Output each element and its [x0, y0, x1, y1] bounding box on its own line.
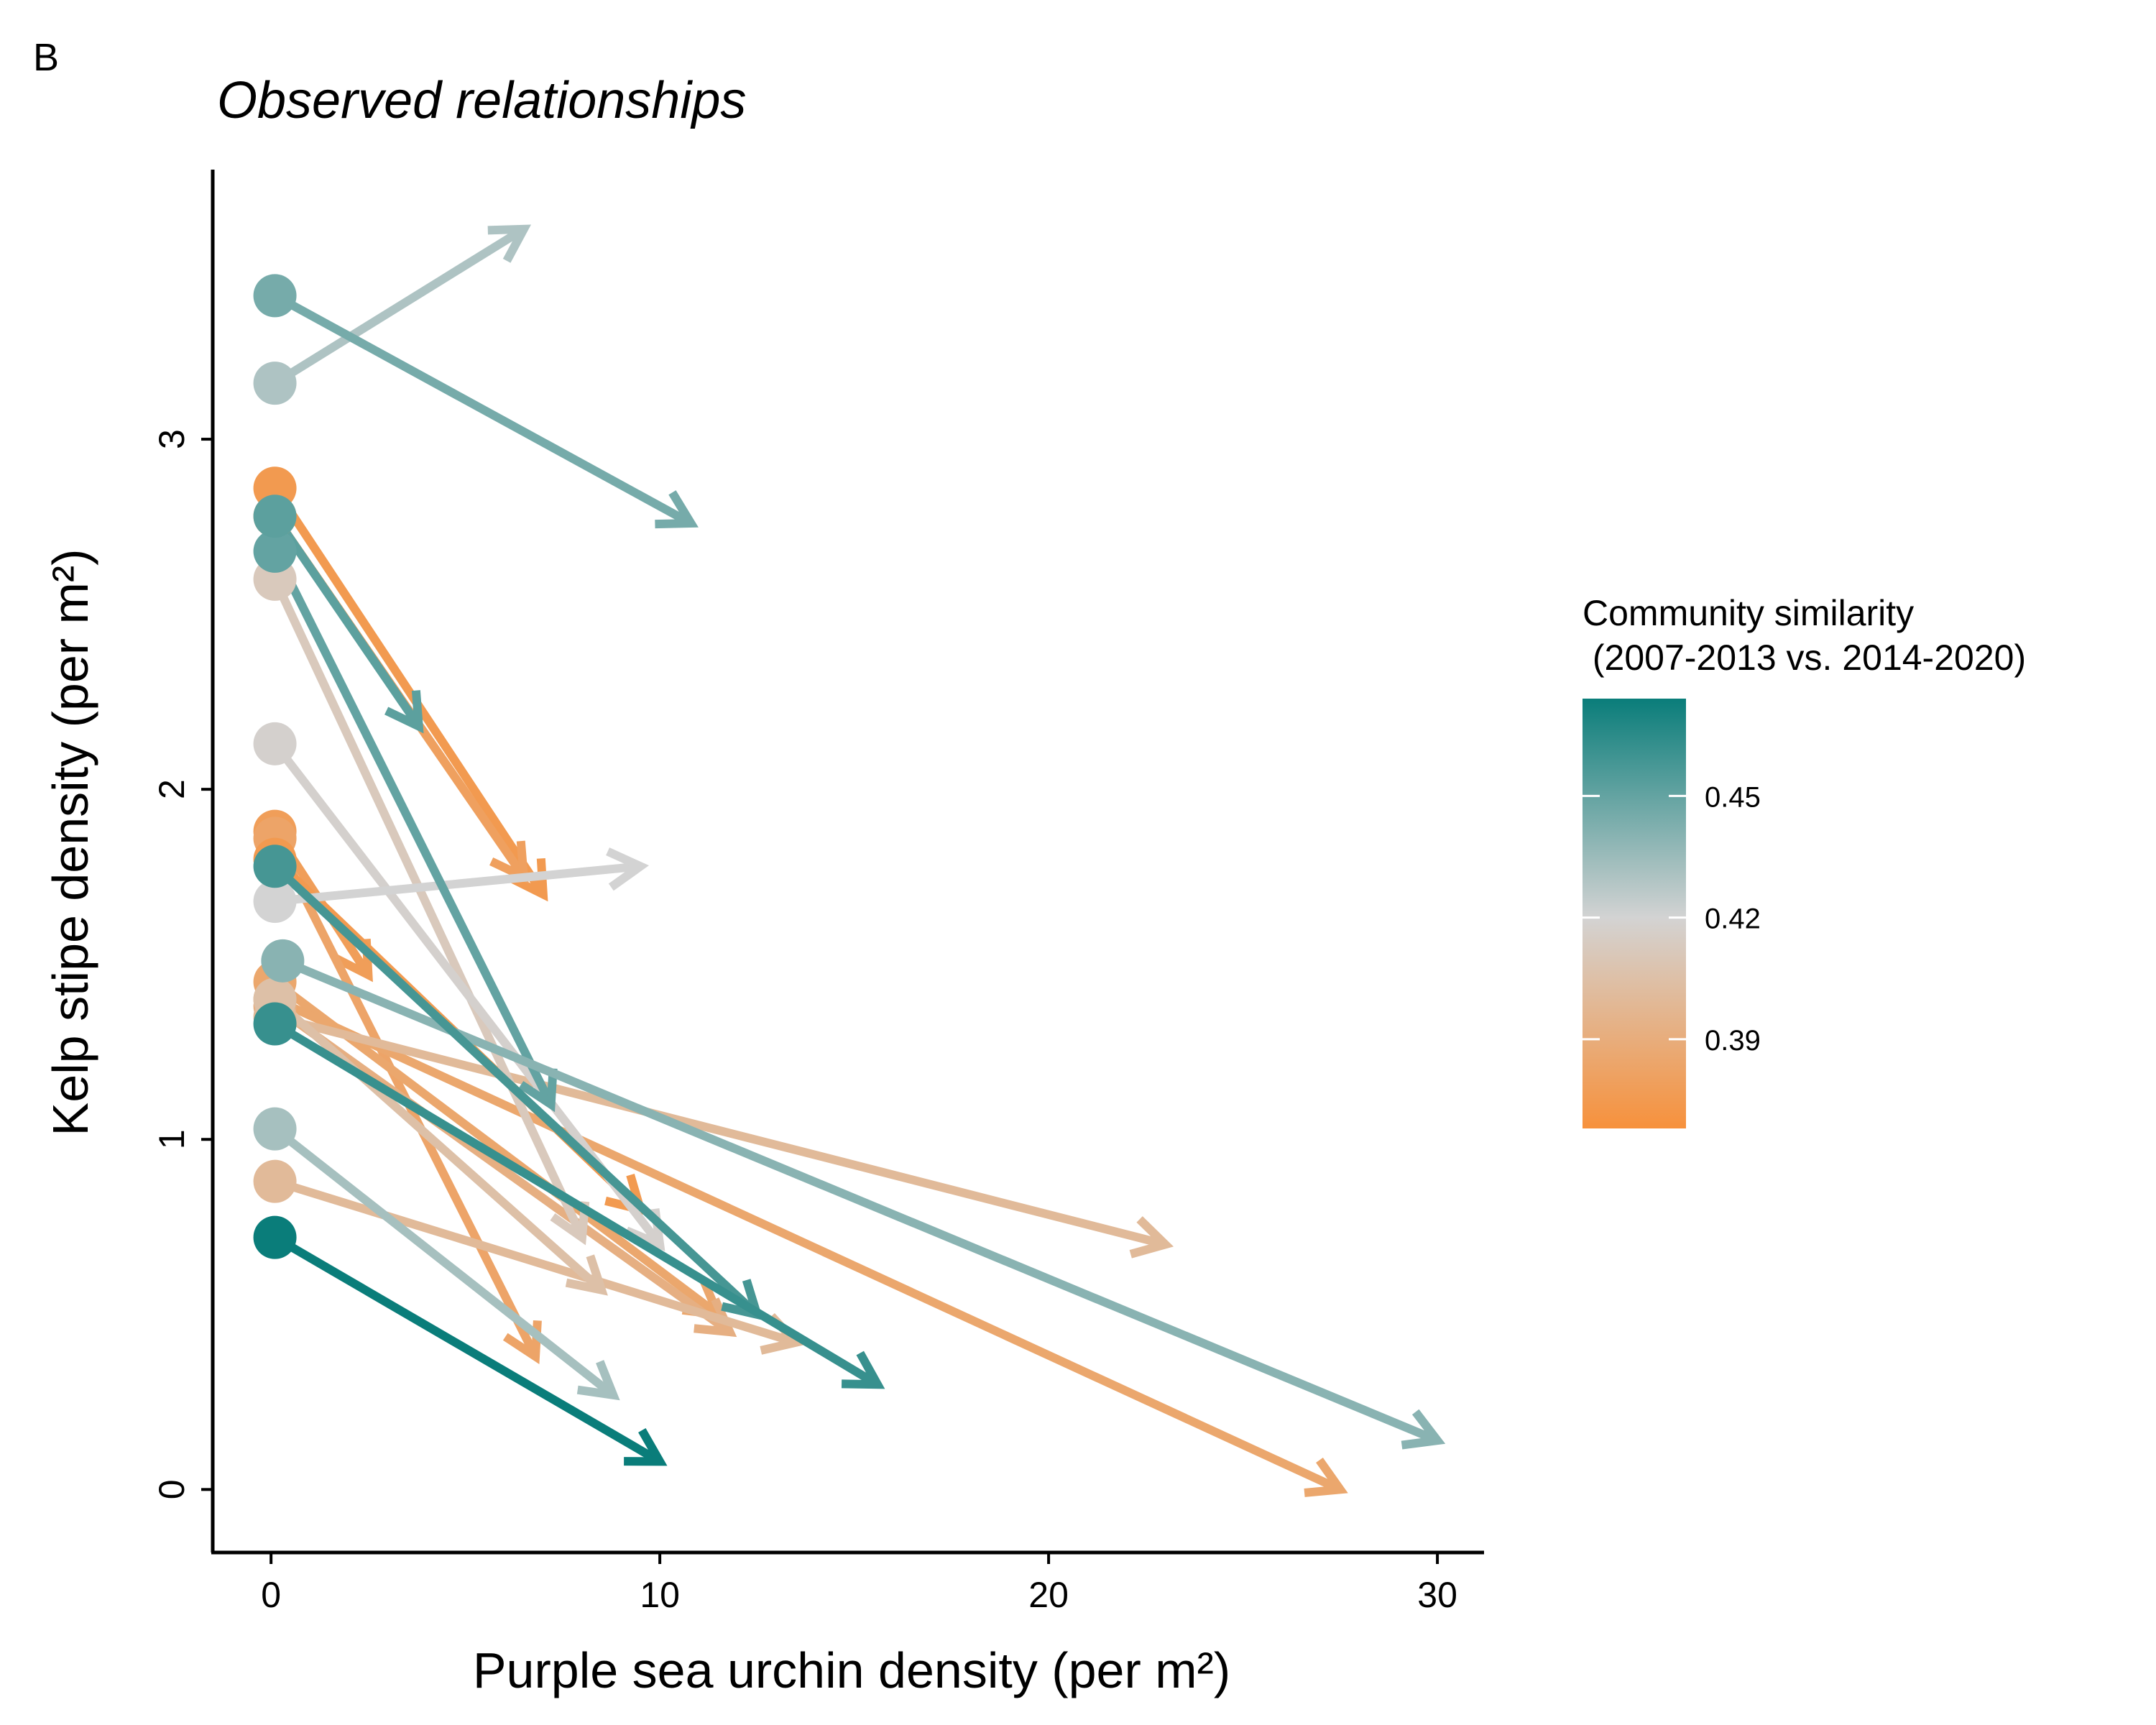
start-point — [253, 1002, 297, 1046]
arrow-head — [576, 1360, 620, 1401]
trajectory-line — [271, 485, 547, 897]
arrow-head — [1304, 1458, 1348, 1497]
y-tick-label: 3 — [152, 429, 192, 449]
trajectory-line — [272, 1233, 663, 1466]
arrow-head — [841, 1351, 885, 1389]
plot-area — [253, 224, 1446, 1497]
arrow-head — [694, 1297, 737, 1338]
trajectory-line — [274, 1012, 1166, 1249]
start-point — [253, 1215, 297, 1259]
trajectory-line — [271, 549, 556, 1107]
legend: Community similarity (2007-2013 vs. 2014… — [1583, 593, 2026, 1128]
arrow-head — [509, 858, 548, 902]
trajectory-line — [281, 957, 1439, 1445]
chart-title: Observed relationships — [217, 72, 746, 129]
legend-tick-label: 0.45 — [1705, 781, 1761, 813]
arrow-head — [1401, 1409, 1446, 1450]
panel-label: B — [33, 36, 59, 79]
trajectory-line — [272, 995, 604, 1294]
legend-title-line2: (2007-2013 vs. 2014-2020) — [1583, 638, 2026, 678]
arrow-head — [487, 224, 531, 263]
x-tick-label: 10 — [640, 1575, 680, 1615]
start-point — [253, 1159, 297, 1203]
start-point — [253, 722, 297, 765]
legend-colorbar — [1583, 699, 1686, 1128]
arrow-head — [384, 690, 424, 734]
arrow-head — [518, 1068, 558, 1113]
y-axis-label: Kelp stipe density (per m²) — [42, 549, 98, 1136]
y-tick-label: 1 — [152, 1129, 192, 1149]
trajectory-line — [272, 1125, 616, 1399]
trajectory-line — [272, 292, 694, 528]
start-point — [253, 845, 297, 888]
legend-tick-label: 0.42 — [1705, 903, 1761, 935]
legend-title-line1: Community similarity — [1583, 593, 1914, 633]
start-point — [253, 529, 297, 573]
legend-tick-label: 0.39 — [1705, 1025, 1761, 1057]
x-tick-label: 0 — [261, 1575, 281, 1615]
start-point — [253, 274, 297, 318]
start-point — [253, 494, 297, 538]
trajectory-line — [271, 513, 423, 729]
arrow-head — [624, 1427, 668, 1466]
trajectory-line — [271, 577, 586, 1240]
trajectory-line — [273, 995, 1342, 1494]
trajectory-line — [272, 225, 526, 387]
y-tick-label: 0 — [152, 1479, 192, 1499]
start-point — [253, 362, 297, 405]
x-axis-label: Purple sea urchin density (per m²) — [473, 1642, 1230, 1698]
start-point — [261, 939, 305, 983]
x-tick-label: 30 — [1417, 1575, 1457, 1615]
arrow-head — [1129, 1216, 1174, 1259]
arrow-head — [655, 490, 699, 529]
trajectory-line — [272, 1020, 880, 1389]
trajectory-line — [273, 1177, 798, 1347]
start-point — [253, 1107, 297, 1151]
arrow-head — [565, 1254, 608, 1296]
x-tick-label: 20 — [1028, 1575, 1069, 1615]
y-tick-label: 2 — [152, 779, 192, 799]
trajectory-line — [274, 862, 641, 906]
start-point — [253, 880, 297, 924]
arrow-head — [606, 847, 650, 891]
trajectory-line — [272, 1003, 732, 1336]
trajectory-line — [272, 862, 760, 1318]
axes: 0 10 20 30 0 1 2 3 — [152, 170, 1484, 1615]
